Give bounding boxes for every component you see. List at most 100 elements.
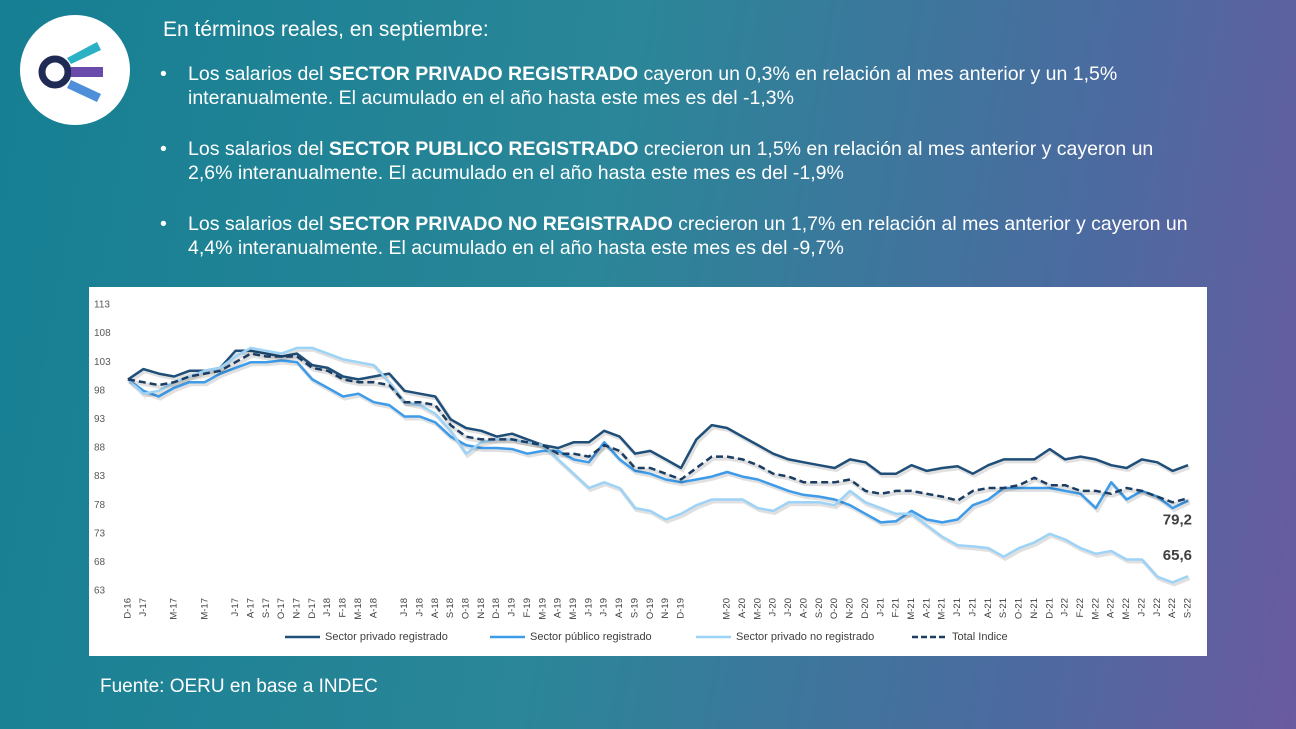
y-tick-label: 98 [94,385,106,396]
bold-text: SECTOR PUBLICO REGISTRADO [328,138,639,160]
logo-bar [67,80,101,102]
x-tick-label: A-20 [798,598,809,618]
x-tick-label: S-19 [629,598,640,618]
source: Fuente: OERU en base a INDEC [100,676,378,697]
x-tick-label: D-20 [860,598,871,619]
x-tick-label: M-19 [537,598,548,620]
x-tick-label: J-21 [967,598,978,616]
x-tick-label: A-19 [614,598,625,618]
y-tick-label: 88 [94,443,106,454]
x-tick-label: J-22 [1060,598,1071,616]
x-tick-label: A-18 [430,598,441,618]
x-tick-label: N-17 [292,598,303,619]
series-line [127,346,1189,584]
legend-label: Sector público registrado [530,631,652,643]
x-tick-label: F-22 [1075,598,1086,618]
x-tick-label: F-21 [891,598,902,618]
heading: En términos reales, en septiembre: [163,18,489,41]
text: cayeron un 0,3% en relación al mes anter… [188,63,1118,109]
x-tick-label: A-22 [1106,598,1117,618]
text: Los salarios del [188,63,324,85]
x-tick-label: A-18 [368,598,379,618]
x-tick-label: M-18 [353,598,364,620]
x-tick-label: S-22 [1183,598,1194,618]
x-tick-label: J-22 [1136,598,1147,616]
x-tick-label: J-22 [1152,598,1163,616]
x-tick-label: N-20 [845,598,856,619]
x-tick-label: M-22 [1121,598,1132,620]
bullet: Los salarios del SECTOR PUBLICO REGISTRA… [160,137,1200,185]
x-tick-label: M-20 [722,598,733,620]
bold-text: SECTOR PRIVADO NO REGISTRADO [328,213,673,235]
y-tick-label: 63 [94,586,106,597]
x-tick-label: F-19 [522,598,533,618]
x-tick-label: D-19 [676,598,687,619]
x-tick-label: J-20 [783,598,794,616]
x-tick-label: M-22 [1090,598,1101,620]
x-tick-label: S-17 [261,598,272,618]
legend-label: Sector privado registrado [325,631,448,643]
logo-bar [67,42,101,64]
y-tick-label: 103 [94,357,111,368]
x-tick-label: J-17 [138,598,149,616]
y-tick-label: 93 [94,414,106,425]
x-tick-label: F-18 [338,598,349,618]
x-tick-label: J-19 [583,598,594,616]
x-tick-label: N-21 [1029,598,1040,619]
x-tick-label: A-22 [1167,598,1178,618]
x-tick-label: J-19 [599,598,610,616]
y-tick-label: 73 [94,528,106,539]
x-tick-label: D-18 [491,598,502,619]
x-tick-label: J-17 [230,598,241,616]
bold-text: SECTOR PRIVADO REGISTRADO [328,63,639,85]
x-tick-label: S-18 [445,598,456,618]
y-tick-label: 83 [94,471,106,482]
x-tick-label: J-20 [768,598,779,616]
bullet-list: Los salarios del SECTOR PRIVADO REGISTRA… [160,62,1200,287]
x-tick-label: M-21 [906,598,917,620]
x-tick-label: D-21 [1044,598,1055,619]
text: Los salarios del [188,213,324,235]
x-tick-label: J-21 [952,598,963,616]
x-tick-label: M-20 [752,598,763,620]
y-tick-label: 113 [94,300,110,311]
data-label: 79,2 [1163,511,1192,528]
x-tick-label: N-18 [476,598,487,619]
x-tick-label: J-21 [875,598,886,616]
x-tick-label: A-21 [983,598,994,618]
y-tick-label: 68 [94,557,106,568]
series-line [127,349,1189,475]
x-tick-label: A-17 [245,598,256,618]
chart-background [89,287,1207,656]
series-line [127,359,1189,524]
y-tick-label: 108 [94,328,111,339]
text: crecieron un 1,5% en relación al mes ant… [188,138,1154,184]
legend-label: Sector privado no registrado [736,631,874,643]
x-tick-label: S-20 [814,598,825,618]
bullet: Los salarios del SECTOR PRIVADO NO REGIS… [160,212,1200,260]
x-tick-label: J-18 [414,598,425,616]
logo-ring [38,55,72,89]
x-tick-label: M-19 [568,598,579,620]
logo [20,15,130,125]
x-tick-label: D-17 [307,598,318,619]
x-tick-label: A-21 [921,598,932,618]
x-tick-label: O-18 [460,598,471,619]
x-tick-label: A-19 [553,598,564,618]
data-label: 65,6 [1163,547,1192,564]
x-tick-label: M-17 [169,598,180,620]
x-tick-label: A-20 [737,598,748,618]
x-tick-label: O-20 [829,598,840,619]
x-tick-label: S-21 [998,598,1009,618]
text: Los salarios del [188,138,324,160]
x-tick-label: O-19 [645,598,656,619]
x-tick-label: O-21 [1014,598,1025,619]
bullet: Los salarios del SECTOR PRIVADO REGISTRA… [160,62,1200,110]
y-tick-label: 78 [94,500,106,511]
x-tick-label: M-21 [937,598,948,620]
x-tick-label: O-17 [276,598,287,619]
logo-bar [71,67,103,77]
x-tick-label: J-18 [322,598,333,616]
